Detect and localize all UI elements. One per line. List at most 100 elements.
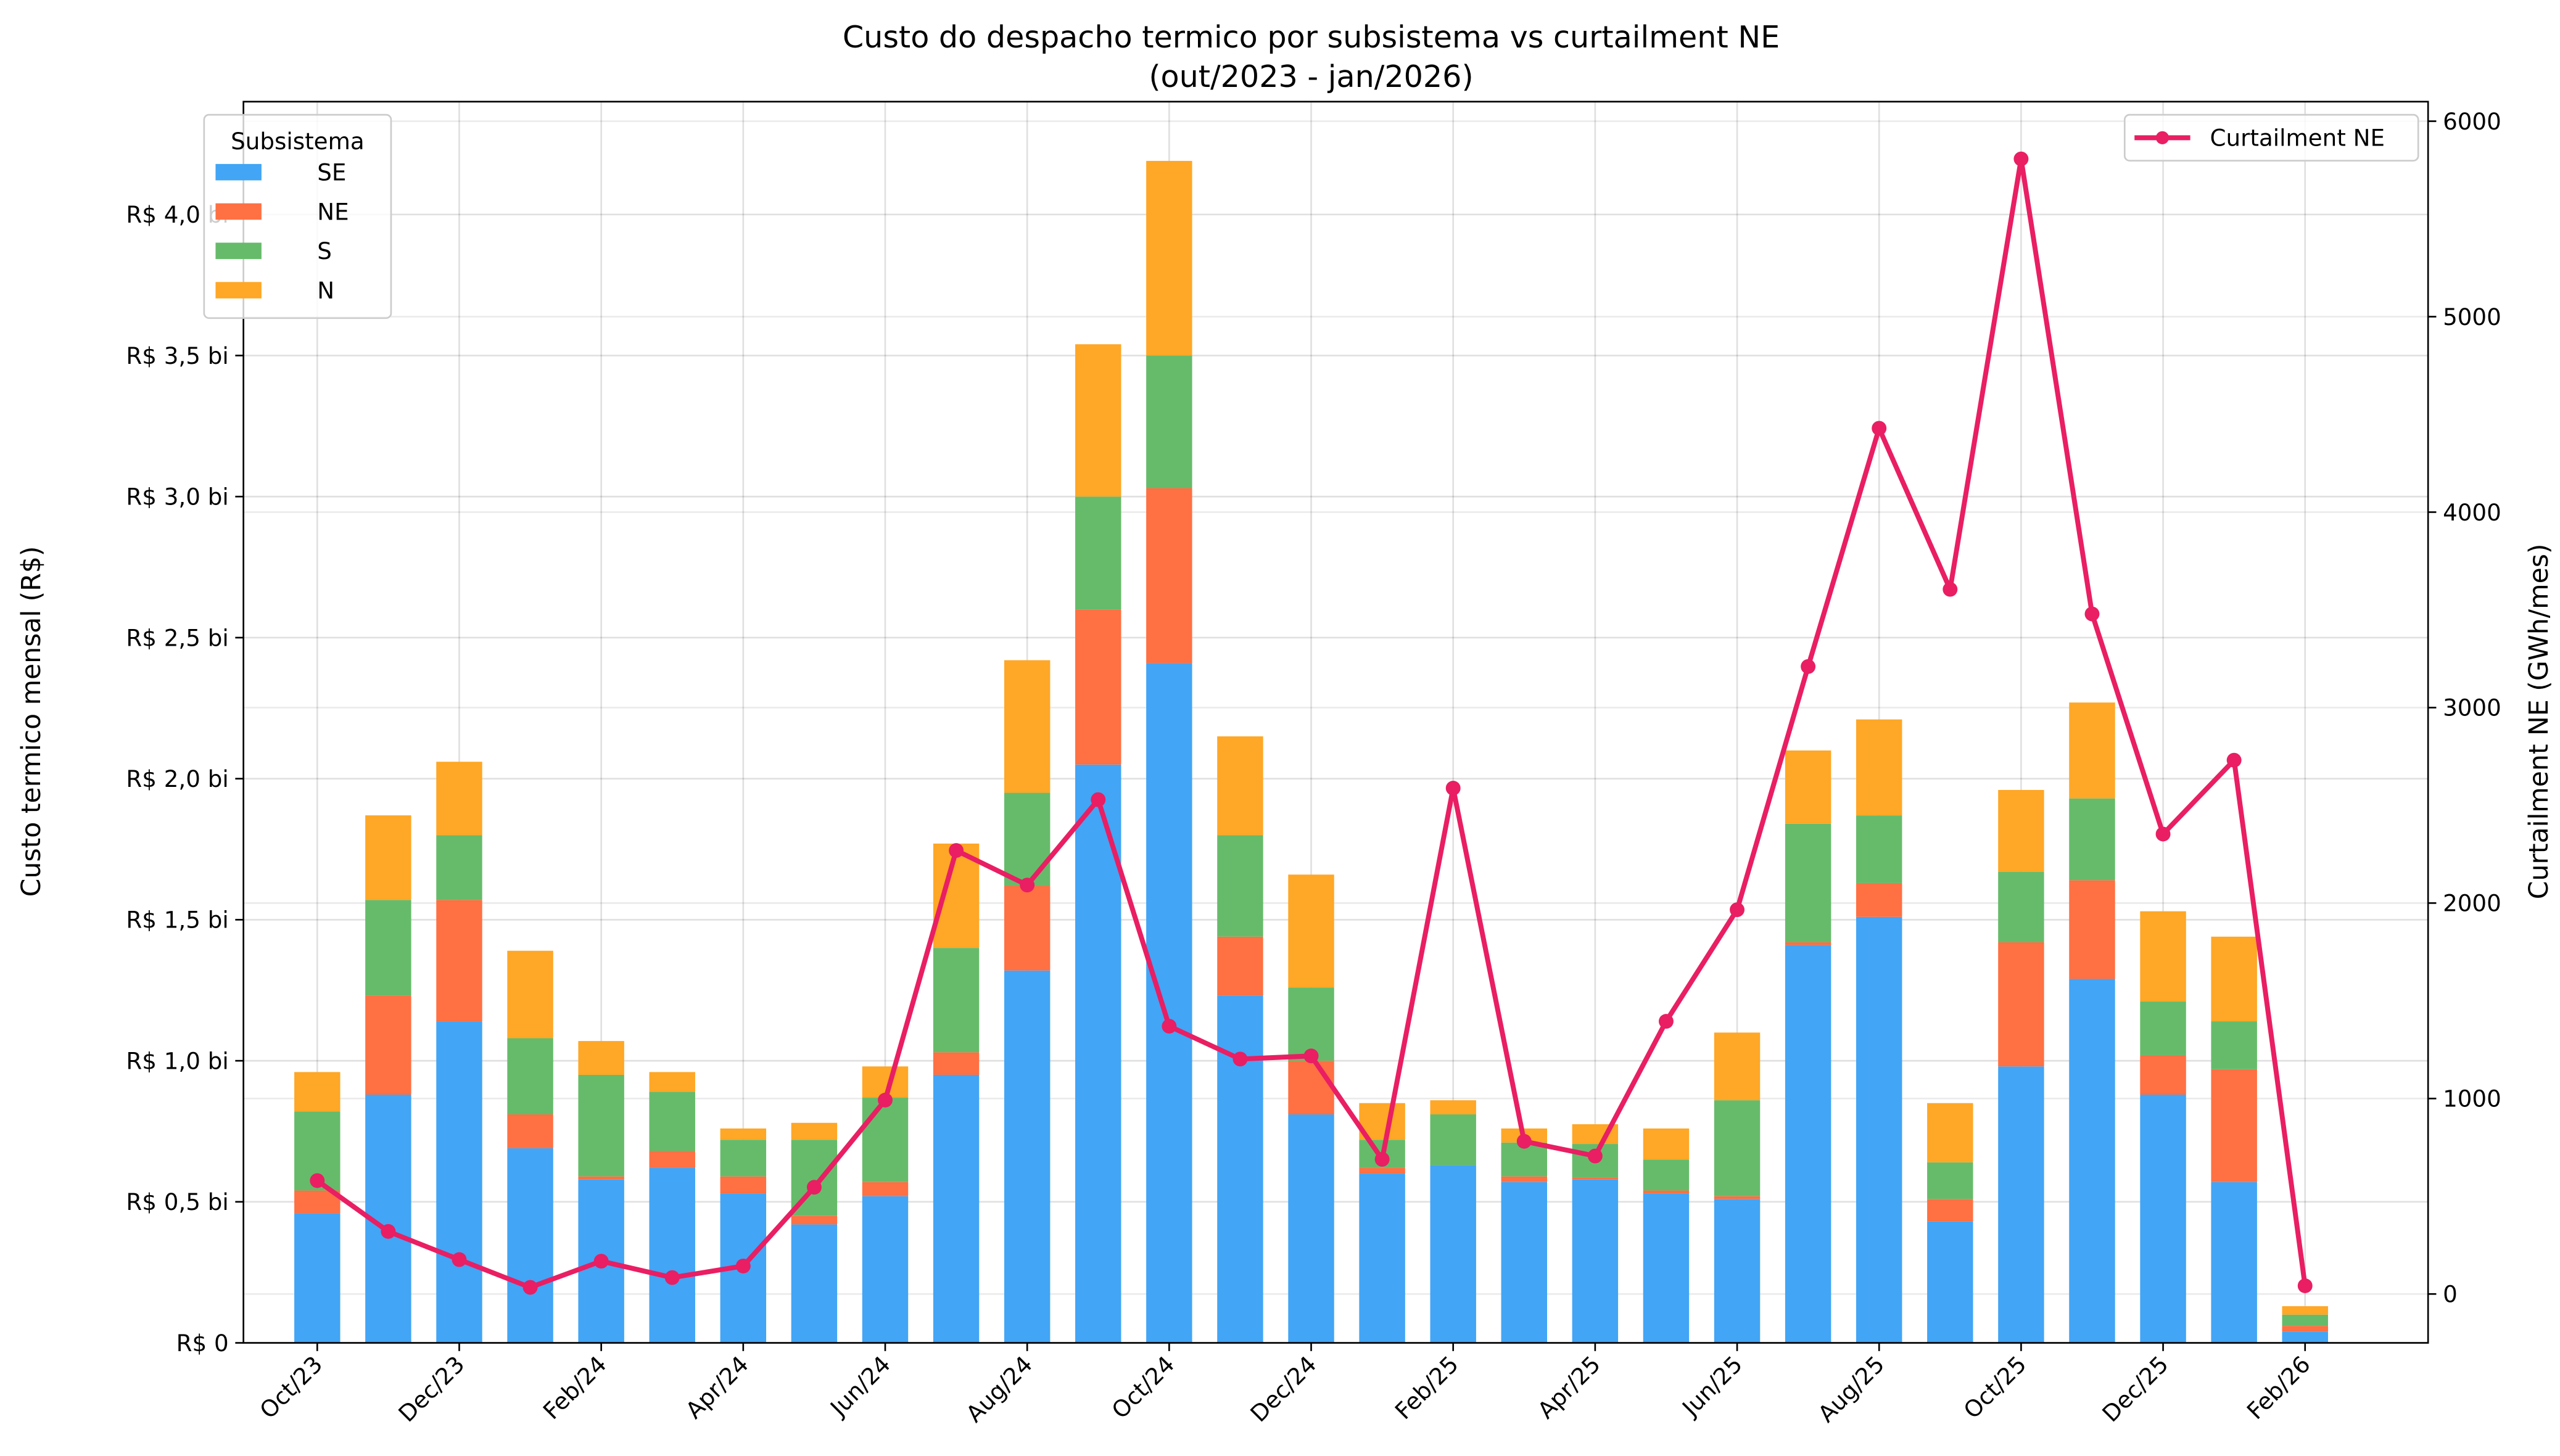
bar-se-feb-26 — [2282, 1331, 2328, 1343]
bar-se-aug-25 — [1856, 916, 1902, 1343]
curtailment-point-jun-25 — [1730, 902, 1745, 918]
bar-se-jan-25 — [1359, 1174, 1405, 1343]
bar-se-sep-24 — [1075, 764, 1121, 1343]
x-tick-label: Apr/24 — [680, 1351, 754, 1424]
bar-ne-nov-24 — [1217, 936, 1263, 996]
bar-ne-jan-26 — [2211, 1069, 2257, 1182]
bar-n-jan-24 — [507, 950, 553, 1039]
bar-se-dec-25 — [2140, 1095, 2186, 1343]
bar-n-nov-25 — [2069, 702, 2115, 799]
bar-n-dec-25 — [2140, 911, 2186, 1002]
legend-title: Subsistema — [231, 128, 365, 155]
bar-ne-dec-23 — [436, 900, 482, 1022]
bar-s-oct-24 — [1146, 355, 1192, 488]
bar-se-may-24 — [791, 1224, 838, 1343]
bar-n-may-24 — [791, 1122, 838, 1140]
bar-se-oct-25 — [1998, 1066, 2044, 1343]
x-tick-label: Dec/25 — [2097, 1351, 2173, 1427]
curtailment-point-nov-25 — [2084, 606, 2100, 622]
bar-se-jan-24 — [507, 1148, 553, 1343]
bar-se-jul-24 — [933, 1074, 980, 1343]
bar-s-jan-26 — [2211, 1021, 2257, 1069]
legend-line: Curtailment NE — [2123, 113, 2419, 162]
bar-s-feb-25 — [1430, 1114, 1476, 1166]
bar-n-oct-25 — [1998, 789, 2044, 872]
chart-subtitle: (out/2023 - jan/2026) — [1149, 59, 1473, 94]
bar-n-dec-24 — [1288, 874, 1334, 988]
y-tick-label: R$ 2,5 bi — [126, 624, 228, 651]
bar-n-jul-25 — [1785, 750, 1831, 824]
curtailment-point-mar-25 — [1516, 1133, 1532, 1149]
bar-n-feb-26 — [2282, 1306, 2328, 1315]
bar-ne-feb-26 — [2282, 1326, 2328, 1332]
legend-label-ne: NE — [317, 198, 349, 225]
x-tick-label: Dec/24 — [1245, 1351, 1321, 1427]
curtailment-point-sep-24 — [1091, 792, 1106, 807]
curtailment-point-jan-25 — [1374, 1151, 1390, 1167]
y2-tick-label: 2000 — [2443, 890, 2501, 917]
bar-ne-aug-24 — [1004, 886, 1051, 971]
curtailment-point-oct-23 — [310, 1173, 325, 1188]
curtailment-point-may-24 — [806, 1180, 822, 1195]
bar-s-jun-25 — [1714, 1100, 1761, 1196]
legend-marker — [2155, 131, 2170, 144]
bar-ne-nov-25 — [2069, 880, 2115, 979]
legend-swatch-se — [215, 163, 262, 181]
bar-se-aug-24 — [1004, 970, 1051, 1343]
x-tick-label: Aug/24 — [960, 1351, 1038, 1428]
bar-ne-apr-24 — [720, 1176, 767, 1194]
bar-se-jan-26 — [2211, 1182, 2257, 1343]
curtailment-point-nov-23 — [381, 1224, 396, 1239]
bar-s-oct-25 — [1998, 871, 2044, 942]
bar-s-mar-24 — [649, 1092, 695, 1151]
bar-ne-jan-25 — [1359, 1167, 1405, 1174]
bar-ne-mar-25 — [1501, 1176, 1548, 1182]
bar-ne-aug-25 — [1856, 882, 1902, 917]
curtailment-point-feb-26 — [2297, 1278, 2313, 1293]
curtailment-point-jan-26 — [2226, 752, 2242, 768]
bar-s-dec-23 — [436, 835, 482, 900]
y-tick-label: R$ 0 — [176, 1330, 229, 1357]
bars — [294, 160, 2328, 1343]
bar-n-mar-24 — [649, 1072, 695, 1092]
bar-se-feb-25 — [1430, 1165, 1476, 1343]
bar-ne-jun-25 — [1714, 1196, 1761, 1199]
bar-s-sep-24 — [1075, 496, 1121, 610]
bar-se-apr-25 — [1572, 1179, 1619, 1343]
x-tick-label: Oct/23 — [254, 1351, 328, 1424]
curtailment-point-feb-24 — [593, 1254, 609, 1269]
curtailment-point-nov-24 — [1233, 1051, 1248, 1067]
bar-s-aug-24 — [1004, 792, 1051, 886]
x-tick-label: Oct/24 — [1106, 1351, 1179, 1424]
bar-se-oct-24 — [1146, 663, 1192, 1343]
bar-n-dec-23 — [436, 762, 482, 836]
bar-ne-feb-24 — [578, 1176, 624, 1180]
bar-se-jul-25 — [1785, 945, 1831, 1343]
bar-se-mar-24 — [649, 1167, 695, 1343]
bar-s-nov-25 — [2069, 798, 2115, 881]
x-tick-label: Oct/25 — [1958, 1351, 2031, 1424]
x-tick-label: Feb/24 — [538, 1351, 612, 1425]
bar-se-jun-25 — [1714, 1199, 1761, 1343]
legend: Subsistema SE NE SN — [203, 113, 392, 319]
bar-ne-apr-25 — [1572, 1177, 1619, 1180]
y-tick-label: R$ 1,0 bi — [126, 1047, 228, 1074]
curtailment-point-dec-25 — [2155, 826, 2171, 842]
x-tick-label: Jun/25 — [1676, 1351, 1748, 1422]
bar-s-jan-24 — [507, 1038, 553, 1115]
bar-n-sep-24 — [1075, 344, 1121, 497]
curtailment-point-sep-25 — [1943, 582, 1958, 597]
bar-n-oct-24 — [1146, 160, 1192, 356]
bar-n-feb-24 — [578, 1041, 624, 1075]
curtailment-point-jun-24 — [878, 1092, 893, 1108]
chart-title: Custo do despacho termico por subsistema… — [843, 19, 1780, 55]
x-tick-label: Jun/24 — [824, 1351, 896, 1422]
y2-tick-label: 1000 — [2443, 1085, 2501, 1113]
bar-se-may-25 — [1643, 1193, 1690, 1343]
curtailment-point-jul-25 — [1801, 659, 1816, 674]
bar-ne-oct-24 — [1146, 488, 1192, 664]
bar-s-sep-25 — [1927, 1162, 1973, 1199]
bar-ne-may-24 — [791, 1215, 838, 1225]
curtailment-point-mar-24 — [664, 1270, 680, 1285]
bar-s-may-25 — [1643, 1159, 1690, 1191]
